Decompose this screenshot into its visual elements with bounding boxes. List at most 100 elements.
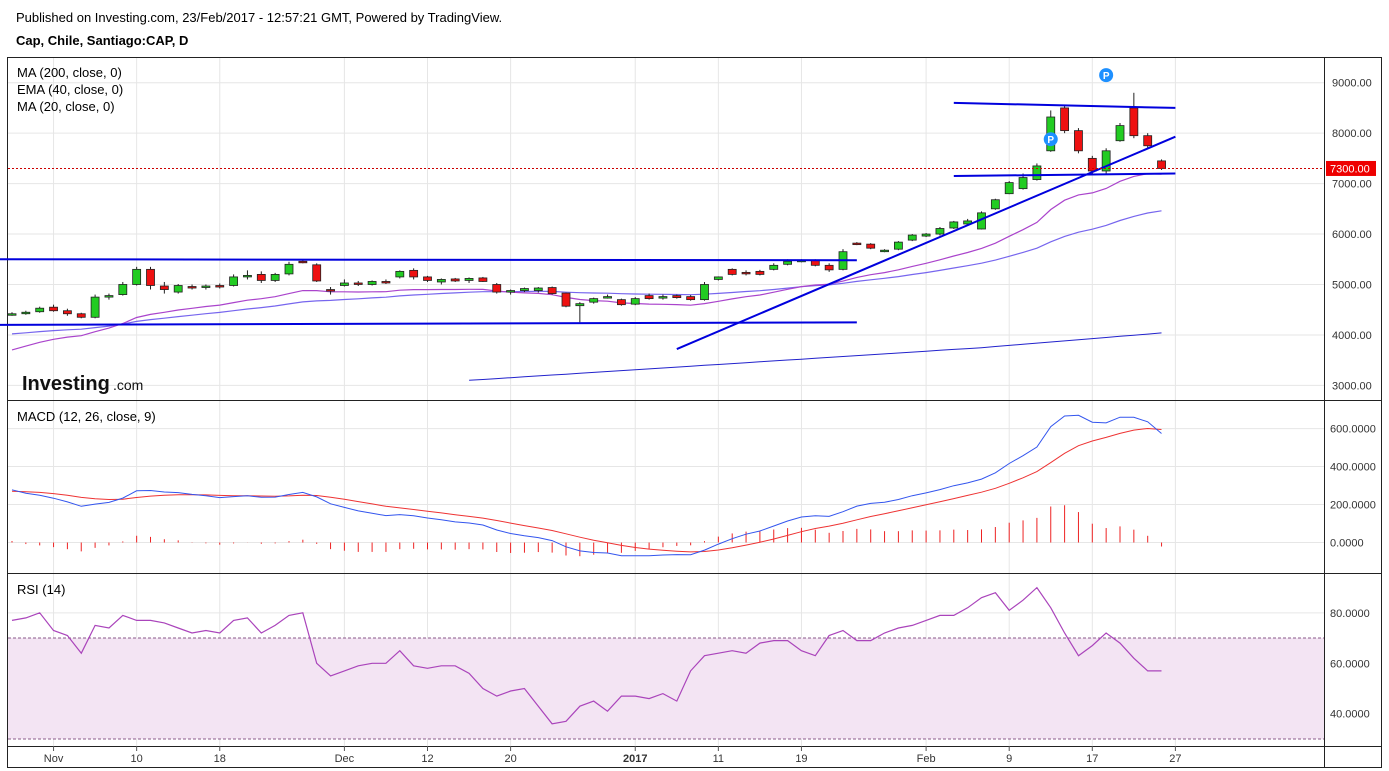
candle <box>990 198 1000 210</box>
time-tick-label: 10 <box>131 753 143 765</box>
candle-body <box>520 288 529 291</box>
candlesticks <box>7 92 1166 323</box>
candle <box>146 266 155 290</box>
legend-rsi: RSI (14) <box>17 582 65 597</box>
candle-body <box>1087 157 1097 172</box>
candle <box>450 277 460 282</box>
candle <box>326 287 335 295</box>
candle <box>35 306 45 313</box>
rsi-tick-label: 60.0000 <box>1330 658 1370 670</box>
candle-body <box>506 290 516 293</box>
candle <box>630 297 640 306</box>
candle-body <box>464 278 474 281</box>
macd-axis: 0.0000 200.0000 400.0000 600.0000 <box>1330 424 1376 550</box>
candle <box>866 243 876 250</box>
candle <box>243 270 252 280</box>
macd-tick-label: 400.0000 <box>1330 462 1376 474</box>
candle <box>436 278 446 285</box>
candle <box>921 233 931 238</box>
candle-body <box>617 299 626 306</box>
candle-body <box>339 282 349 286</box>
price-tick-label: 8000.00 <box>1332 128 1372 140</box>
candle <box>907 234 917 242</box>
candle <box>367 280 377 286</box>
price-tick-label: 7000.00 <box>1332 179 1372 191</box>
candle-body <box>575 303 585 307</box>
candle-body <box>1101 150 1111 172</box>
candle <box>63 308 72 316</box>
candle <box>1129 92 1139 139</box>
candle <box>589 297 599 304</box>
candle-body <box>284 263 294 275</box>
pivot-markers[interactable]: PP <box>1043 68 1114 147</box>
candle-body <box>229 276 239 286</box>
candle-body <box>104 295 114 298</box>
rsi-line <box>11 586 1162 725</box>
candle <box>561 292 571 308</box>
candle-body <box>312 264 322 282</box>
candle-body <box>353 282 363 285</box>
candle <box>769 263 779 271</box>
candle <box>1060 105 1069 134</box>
candle-body <box>547 287 557 294</box>
candle <box>1074 128 1083 154</box>
candle-body <box>436 279 446 283</box>
candle <box>727 268 737 276</box>
candle-body <box>561 292 571 307</box>
ma200-line <box>469 332 1162 381</box>
candle <box>520 287 529 293</box>
candle <box>1004 181 1014 195</box>
candle <box>229 274 239 287</box>
candle-body <box>132 268 142 285</box>
candle <box>173 283 183 294</box>
candle-body <box>49 306 58 312</box>
candle <box>658 294 668 300</box>
candle-body <box>90 296 100 318</box>
rsi-axis: 40.0000 60.0000 80.0000 <box>1330 608 1370 721</box>
candle-body <box>201 285 211 288</box>
candle-body <box>824 264 834 271</box>
candle-body <box>118 284 128 295</box>
candle <box>533 287 543 293</box>
candle-body <box>326 289 335 292</box>
candle-body <box>450 278 460 282</box>
candle <box>1032 163 1042 181</box>
candle-body <box>76 313 86 318</box>
candle-body <box>146 268 155 286</box>
candle-body <box>159 285 169 290</box>
time-tick-label: 2017 <box>623 753 647 765</box>
candle <box>76 312 86 319</box>
ema40-line <box>11 210 1162 335</box>
chart-frame <box>7 57 1382 768</box>
trendlines[interactable] <box>0 101 1176 350</box>
candle-body <box>1004 182 1014 195</box>
candle <box>464 277 474 283</box>
candle <box>949 220 959 229</box>
candle <box>880 249 889 253</box>
candle-body <box>686 296 696 301</box>
rsi-tick-label: 80.0000 <box>1330 608 1370 620</box>
candle <box>7 312 17 316</box>
candle <box>478 276 488 282</box>
candle-body <box>644 295 654 300</box>
candle-body <box>256 274 266 281</box>
candle <box>381 279 391 284</box>
candle <box>1115 123 1125 142</box>
candle <box>672 294 682 299</box>
candle <box>741 270 751 276</box>
candle <box>713 276 723 281</box>
candle <box>492 282 502 294</box>
candle <box>575 302 585 323</box>
rsi-tick-label: 40.0000 <box>1330 709 1370 721</box>
trendline <box>676 135 1176 350</box>
time-tick-label: Feb <box>917 753 936 765</box>
macd-line <box>11 414 1162 557</box>
pivot-label: P <box>1103 71 1110 82</box>
time-tick-label: 9 <box>1006 753 1012 765</box>
candle <box>852 242 862 246</box>
trendline <box>0 258 857 262</box>
candle-body <box>7 313 17 316</box>
candle <box>353 280 363 287</box>
time-tick-label: 20 <box>504 753 516 765</box>
